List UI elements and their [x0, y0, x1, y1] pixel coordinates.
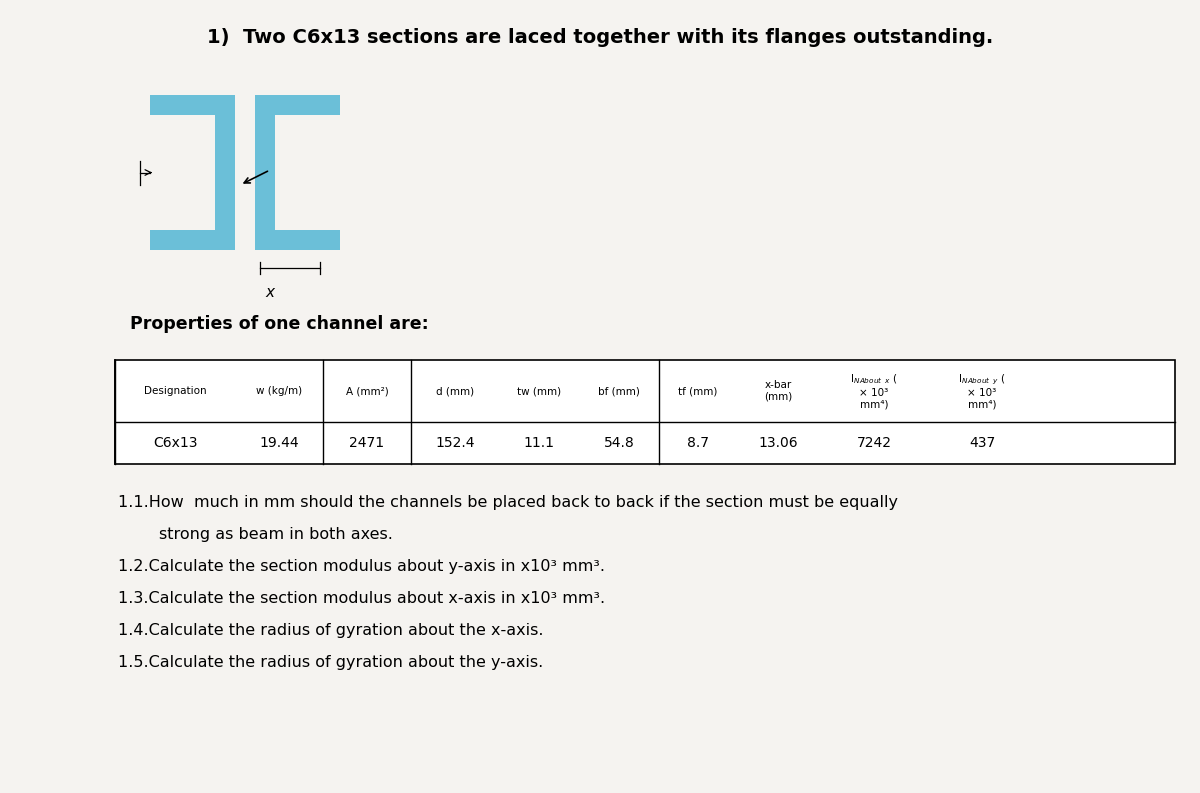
- Bar: [256, 230, 340, 250]
- Text: 1.2.Calculate the section modulus about y-axis in x10³ mm³.: 1.2.Calculate the section modulus about …: [118, 559, 605, 574]
- Text: 1.5.Calculate the radius of gyration about the y-axis.: 1.5.Calculate the radius of gyration abo…: [118, 655, 544, 670]
- Text: C6x13: C6x13: [152, 436, 197, 450]
- Text: 7242: 7242: [857, 436, 892, 450]
- Text: strong as beam in both axes.: strong as beam in both axes.: [118, 527, 392, 542]
- Text: I$_N$$_{About}$ $_{x}$ (
× 10³
mm⁴): I$_N$$_{About}$ $_{x}$ ( × 10³ mm⁴): [851, 373, 898, 409]
- Text: w (kg/m): w (kg/m): [256, 386, 302, 396]
- Text: 11.1: 11.1: [523, 436, 554, 450]
- Text: x-bar
(mm): x-bar (mm): [764, 380, 792, 402]
- Text: A (mm²): A (mm²): [346, 386, 389, 396]
- Text: 1.1.How  much in mm should the channels be placed back to back if the section mu: 1.1.How much in mm should the channels b…: [118, 495, 898, 510]
- Text: Properties of one channel are:: Properties of one channel are:: [130, 315, 428, 333]
- Bar: [150, 95, 235, 115]
- Text: 1)  Two C6x13 sections are laced together with its flanges outstanding.: 1) Two C6x13 sections are laced together…: [206, 28, 994, 47]
- Text: 437: 437: [968, 436, 995, 450]
- Text: 2471: 2471: [349, 436, 384, 450]
- Text: bf (mm): bf (mm): [598, 386, 640, 396]
- Text: 8.7: 8.7: [686, 436, 709, 450]
- Text: tw (mm): tw (mm): [517, 386, 562, 396]
- Text: 1.3.Calculate the section modulus about x-axis in x10³ mm³.: 1.3.Calculate the section modulus about …: [118, 591, 605, 606]
- Text: 19.44: 19.44: [259, 436, 299, 450]
- Bar: [215, 95, 235, 250]
- Bar: [256, 95, 340, 115]
- Text: Designation: Designation: [144, 386, 206, 396]
- Text: d (mm): d (mm): [436, 386, 474, 396]
- Text: 1.4.Calculate the radius of gyration about the x-axis.: 1.4.Calculate the radius of gyration abo…: [118, 623, 544, 638]
- Text: 13.06: 13.06: [758, 436, 798, 450]
- Bar: [150, 230, 235, 250]
- Text: x: x: [265, 285, 275, 300]
- Text: 152.4: 152.4: [436, 436, 475, 450]
- Text: tf (mm): tf (mm): [678, 386, 718, 396]
- Text: 54.8: 54.8: [604, 436, 635, 450]
- Text: I$_N$$_{About}$ $_{y}$ (
× 10³
mm⁴): I$_N$$_{About}$ $_{y}$ ( × 10³ mm⁴): [959, 372, 1006, 410]
- Bar: [115, 360, 1175, 464]
- Bar: [256, 95, 275, 250]
